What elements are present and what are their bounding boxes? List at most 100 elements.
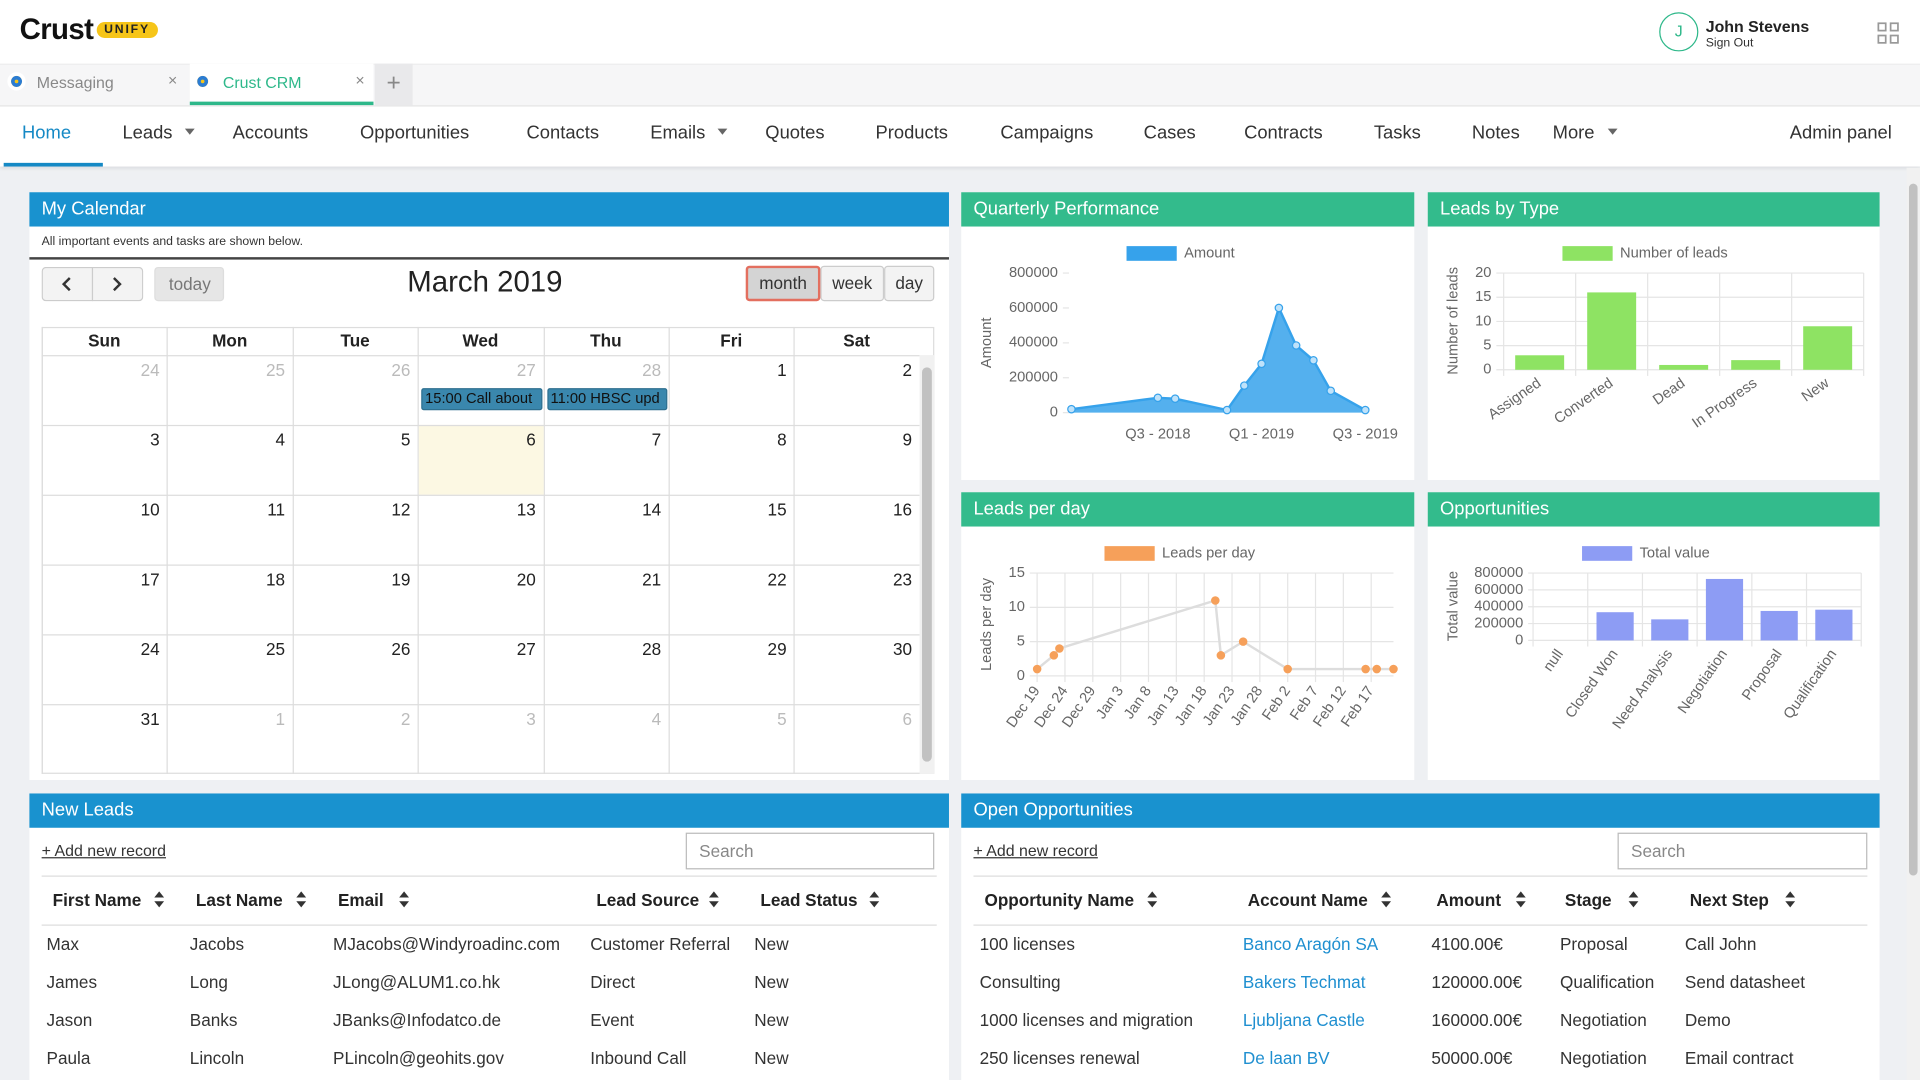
y-tick-label: 0	[1050, 405, 1058, 421]
sort-icon-up[interactable]	[1515, 891, 1526, 898]
avatar-initial: J	[1674, 21, 1683, 40]
column-header[interactable]: Stage	[1564, 890, 1612, 910]
nav-item[interactable]: Home	[22, 122, 72, 144]
nav-item[interactable]: Tasks	[1373, 122, 1421, 144]
x-tick-label: Need Analysis	[1610, 647, 1676, 732]
day-number: 2	[902, 359, 913, 380]
bar	[1815, 609, 1853, 641]
tab-close[interactable]: ×	[168, 70, 178, 89]
nav-item[interactable]: Opportunities	[360, 122, 470, 144]
column-header[interactable]: Last Name	[195, 890, 283, 910]
sort-icon-down[interactable]	[1515, 901, 1526, 908]
table-cell[interactable]: Ljubljana Castle	[1242, 1010, 1365, 1030]
nav-item[interactable]: Emails	[650, 122, 706, 144]
column-header[interactable]: Lead Status	[760, 890, 858, 910]
sort-icon-down[interactable]	[869, 901, 880, 908]
sort-icon-up[interactable]	[1381, 891, 1392, 898]
column-header[interactable]: Lead Source	[596, 890, 700, 910]
scrollbar[interactable]	[1906, 167, 1920, 1080]
column-header[interactable]: Account Name	[1247, 890, 1368, 910]
legend-label: Number of leads	[1620, 245, 1728, 261]
nav-item[interactable]: Leads	[122, 122, 173, 144]
day-number: 31	[140, 708, 160, 729]
bar	[1659, 364, 1709, 370]
y-tick-label: 20	[1475, 265, 1491, 281]
view-label[interactable]: week	[832, 272, 873, 293]
sort-icon-down[interactable]	[1785, 901, 1796, 908]
sort-icon-up[interactable]	[1147, 891, 1158, 898]
avatar[interactable]	[1659, 12, 1699, 52]
event[interactable]: 11:00 HBSC upd	[546, 388, 668, 410]
column-header[interactable]: First Name	[52, 890, 142, 910]
apps-icon[interactable]	[1876, 21, 1900, 45]
column-header[interactable]: Amount	[1436, 890, 1502, 910]
sort-icon-up[interactable]	[1785, 891, 1796, 898]
day-number: 18	[266, 569, 286, 589]
table-cell[interactable]: Bakers Techmat	[1242, 972, 1366, 992]
sort-icon-up[interactable]	[154, 891, 165, 898]
sort-icon-up[interactable]	[399, 891, 409, 898]
table-cell[interactable]: Banco Aragón SA	[1242, 934, 1379, 954]
sort-icon-down[interactable]	[296, 901, 307, 908]
day-number: 20	[516, 569, 536, 589]
x-tick-label: Converted	[1552, 375, 1617, 427]
view-button[interactable]	[884, 265, 935, 302]
view-button[interactable]	[745, 265, 821, 302]
scroll-thumb[interactable]	[1908, 183, 1918, 876]
column-header[interactable]: Email	[337, 890, 384, 910]
sort-icon-down[interactable]	[708, 901, 719, 908]
y-tick-label: 0	[1483, 362, 1491, 378]
sort-icon-up[interactable]	[296, 891, 307, 898]
day-number: 3	[150, 429, 160, 450]
nav-item[interactable]: Products	[875, 122, 949, 144]
sort-icon-down[interactable]	[1147, 901, 1158, 908]
tab-label[interactable]: Messaging	[36, 72, 114, 92]
y-tick-label: 10	[1475, 313, 1491, 329]
nav-item[interactable]: Contracts	[1244, 122, 1323, 144]
tab-close[interactable]: ×	[355, 70, 365, 89]
y-axis-label: Number of leads	[1445, 267, 1461, 375]
add-record-link[interactable]: + Add new record	[973, 840, 1098, 860]
panel-title: Open Opportunities	[961, 793, 1880, 828]
tab-label[interactable]: Crust CRM	[222, 72, 302, 92]
view-label[interactable]: day	[895, 272, 924, 293]
search-placeholder[interactable]: Search	[1631, 841, 1686, 861]
view-label[interactable]: month	[759, 272, 807, 293]
column-header[interactable]: Next Step	[1689, 890, 1769, 910]
sort-icon-down[interactable]	[1381, 901, 1392, 908]
search-input[interactable]	[1617, 832, 1868, 870]
sort-icon-down[interactable]	[1628, 901, 1639, 908]
column-header[interactable]: Opportunity Name	[984, 890, 1135, 910]
new-tab[interactable]: +	[374, 63, 413, 106]
sort-icon-up[interactable]	[708, 891, 719, 898]
nav-item[interactable]: More	[1552, 122, 1595, 144]
view-button[interactable]	[820, 265, 885, 302]
day-number: 7	[651, 429, 662, 450]
today-label[interactable]: today	[168, 274, 211, 294]
tab-icon	[7, 72, 26, 91]
prev-next-buttons[interactable]	[41, 266, 144, 302]
event[interactable]: 15:00 Call about	[421, 388, 542, 410]
grid-line	[41, 564, 920, 566]
nav-item[interactable]: Accounts	[232, 122, 309, 144]
add-record-link[interactable]: + Add new record	[41, 840, 166, 860]
search-input[interactable]	[685, 832, 935, 870]
table-cell[interactable]: De laan BV	[1242, 1048, 1330, 1068]
active-tab[interactable]	[189, 63, 374, 106]
search-placeholder[interactable]: Search	[699, 841, 754, 861]
nav-item[interactable]: Notes	[1471, 122, 1520, 144]
nav-item[interactable]: Cases	[1143, 122, 1196, 144]
sort-icon-down[interactable]	[399, 901, 409, 908]
sign-out[interactable]: Sign Out	[1705, 36, 1754, 50]
sort-icon-up[interactable]	[869, 891, 880, 898]
nav-item[interactable]: Contacts	[526, 122, 600, 144]
nav-item[interactable]: Quotes	[765, 122, 825, 144]
sort-icon-down[interactable]	[154, 901, 165, 908]
today-button[interactable]	[154, 266, 225, 302]
grid-line	[41, 494, 920, 496]
nav-item[interactable]: Campaigns	[1000, 122, 1094, 144]
admin-link[interactable]: Admin panel	[1789, 122, 1892, 144]
calendar-scroll-thumb[interactable]	[921, 367, 932, 762]
divider	[41, 924, 937, 926]
sort-icon-up[interactable]	[1628, 891, 1639, 898]
